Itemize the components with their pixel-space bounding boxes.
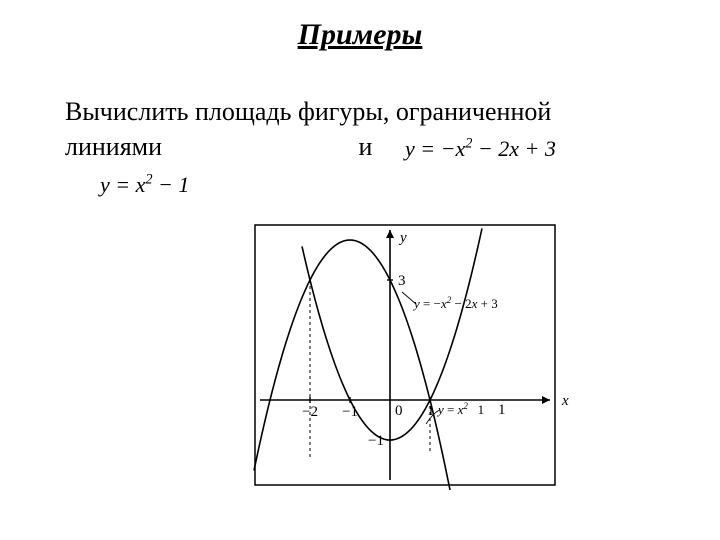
- formula-2-y: y: [405, 136, 415, 161]
- formula-1-exp: 2: [145, 172, 152, 188]
- formula-2-rest2: + 3: [519, 136, 556, 161]
- formula-1-x: x: [136, 172, 146, 197]
- svg-text:3: 3: [398, 273, 406, 289]
- problem-line1: Вычислить площадь фигуры, ограниченной: [65, 94, 670, 129]
- svg-text:1: 1: [498, 402, 506, 418]
- svg-text:−2: −2: [302, 404, 318, 420]
- formula-1-eq: =: [110, 172, 136, 197]
- formula-2: y = −x2 − 2x + 3: [405, 134, 556, 164]
- svg-text:1: 1: [427, 403, 435, 419]
- svg-text:y = −x2 − 2x + 3: y = −x2 − 2x + 3: [412, 295, 498, 311]
- formula-1-rest: − 1: [153, 172, 190, 197]
- problem-line2: линиями: [65, 132, 162, 161]
- problem-statement: Вычислить площадь фигуры, ограниченной л…: [0, 52, 720, 200]
- formula-2-x: x: [455, 136, 465, 161]
- formula-2-eq: = −: [415, 136, 456, 161]
- svg-text:x: x: [561, 393, 569, 409]
- formula-2-rest: − 2: [472, 136, 509, 161]
- formula-1: y = x2 − 1: [100, 170, 670, 200]
- problem-connector: и: [359, 132, 373, 161]
- svg-text:0: 0: [395, 403, 403, 419]
- function-chart: yx0−2−113−1y = −x2 − 2x + 3y = x2 11: [250, 220, 610, 500]
- formula-1-y: y: [100, 172, 110, 197]
- page-title: Примеры: [0, 0, 720, 52]
- svg-text:y = x2 1: y = x2 1: [436, 401, 484, 417]
- svg-text:−1: −1: [342, 404, 358, 420]
- svg-text:y: y: [398, 230, 407, 246]
- svg-text:−1: −1: [368, 433, 384, 449]
- formula-2-x2: x: [509, 136, 519, 161]
